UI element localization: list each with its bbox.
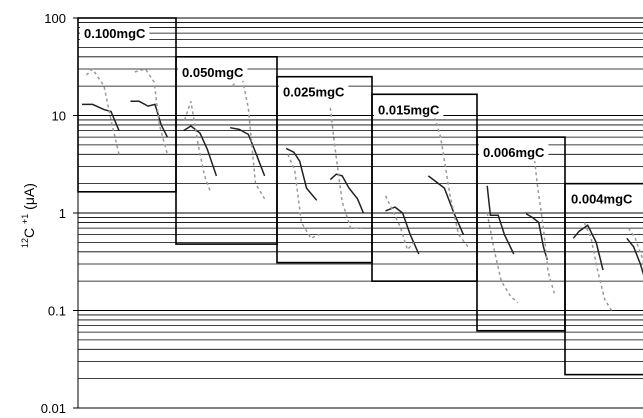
sample-box-label: 0.100mgC xyxy=(84,26,146,41)
series-line-dotted xyxy=(384,195,415,252)
sample-box-label: 0.025mgC xyxy=(283,85,345,100)
y-tick-label: 10 xyxy=(52,109,66,124)
y-axis-label: 12C +1 (μA) xyxy=(20,183,37,248)
sample-box-label: 0.004mgC xyxy=(571,192,633,207)
sample-box-label-bg xyxy=(567,189,637,208)
sample-box-label-bg xyxy=(479,143,549,162)
y-tick-label: 0.1 xyxy=(48,304,66,319)
series-line-solid xyxy=(130,100,169,138)
series-line-dotted xyxy=(85,67,120,155)
grid-lines xyxy=(78,17,643,409)
sample-box: 0.050mgC xyxy=(175,55,278,245)
sample-box: 0.025mgC xyxy=(276,75,373,264)
series-line-solid xyxy=(229,126,266,177)
series-line-dotted xyxy=(329,107,362,229)
sample-box-label-bg xyxy=(279,82,349,101)
sample-box-frame xyxy=(175,55,278,245)
series-line-dotted xyxy=(287,153,320,240)
series-line-dotted xyxy=(486,212,519,304)
y-axis-label-superscript-pre: 12 xyxy=(20,238,30,248)
series-line-solid xyxy=(285,147,318,201)
sample-box-label-bg xyxy=(374,100,444,119)
sample-box-label-bg xyxy=(178,62,248,81)
sample-boxes: 0.100mgC 0.050mgC 0.025mgC 0.015mgC 0.006mgC… xyxy=(77,17,643,376)
sample-box-label: 0.050mgC xyxy=(182,65,244,80)
series-line-solid xyxy=(183,125,218,177)
sample-box-label-bg xyxy=(80,24,150,42)
series-line-solid xyxy=(525,213,549,261)
y-axis-label-unit: (μA) xyxy=(21,183,37,214)
series-line-solid xyxy=(486,185,515,255)
sample-box: 0.004mgC xyxy=(564,182,643,376)
series-line-dotted xyxy=(533,154,556,294)
series-line-dotted xyxy=(134,68,169,155)
series-line-dotted xyxy=(583,222,613,311)
y-tick-label: 100 xyxy=(44,11,66,26)
sample-box: 0.100mgC xyxy=(77,17,177,193)
series-line-dotted xyxy=(432,111,469,248)
series-line-solid xyxy=(329,173,365,214)
series-line-solid xyxy=(82,103,120,131)
y-axis: 100 10 1 0.1 0.01 xyxy=(41,11,79,416)
sample-box-label: 0.015mgC xyxy=(378,102,440,117)
sample-box-frame xyxy=(564,182,643,376)
sample-box: 0.015mgC xyxy=(371,93,478,282)
y-tick-label: 0.01 xyxy=(41,401,66,416)
series-line-solid xyxy=(626,237,643,276)
sample-box-label: 0.006mgC xyxy=(483,145,545,160)
series-line-solid xyxy=(572,224,604,271)
sample-box-frame xyxy=(371,93,478,282)
y-axis-label-main: C xyxy=(21,228,37,238)
y-axis-label-superscript-post: +1 xyxy=(20,214,30,224)
sample-box: 0.006mgC xyxy=(476,136,566,332)
y-tick-label: 1 xyxy=(59,206,66,221)
series-line-solid xyxy=(427,175,465,235)
series-line-dotted xyxy=(627,227,643,264)
series-line-dotted xyxy=(183,101,212,194)
